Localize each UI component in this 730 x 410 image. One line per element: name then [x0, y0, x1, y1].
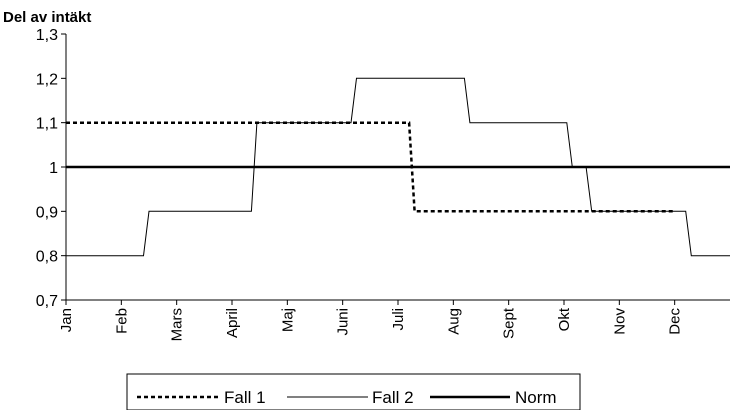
- x-tick-label: Sept: [501, 307, 518, 339]
- y-tick-label: 1,2: [36, 71, 58, 88]
- x-tick-label: Okt: [556, 307, 573, 331]
- x-tick-label: Nov: [611, 308, 628, 335]
- legend-label: Fall 1: [224, 388, 266, 407]
- legend-label: Fall 2: [372, 388, 414, 407]
- y-tick-label: 0,7: [36, 293, 58, 310]
- x-tick-label: Maj: [279, 308, 296, 332]
- y-tick-label: 1,3: [36, 27, 58, 44]
- x-tick-label: Juni: [335, 308, 352, 336]
- y-tick-label: 0,9: [36, 204, 58, 221]
- y-tick-label: 1: [49, 160, 58, 177]
- x-tick-label: Mars: [169, 308, 186, 341]
- x-tick-label: April: [224, 308, 241, 338]
- series-layer: [66, 77, 730, 257]
- x-tick-label: Jan: [58, 308, 75, 332]
- y-axis-title: Del av intäkt: [3, 9, 91, 26]
- y-tick-label: 0,8: [36, 249, 58, 266]
- x-tick-label: Aug: [445, 308, 462, 335]
- x-tick-label: Dec: [667, 308, 684, 335]
- series-line-fall-2: [66, 77, 730, 257]
- legend-box: [126, 373, 581, 410]
- axes: 0,7 0,8 0,9 1 1,1 1,2 1,3 Jan Feb Mars April Maj Jun…: [36, 27, 730, 341]
- legend: Fall 1 Fall 2 Norm: [126, 373, 581, 410]
- legend-label: Norm: [515, 388, 557, 407]
- y-tick-label: 1,1: [36, 116, 58, 133]
- x-tick-label: Juli: [390, 308, 407, 331]
- x-tick-label: Feb: [113, 308, 130, 334]
